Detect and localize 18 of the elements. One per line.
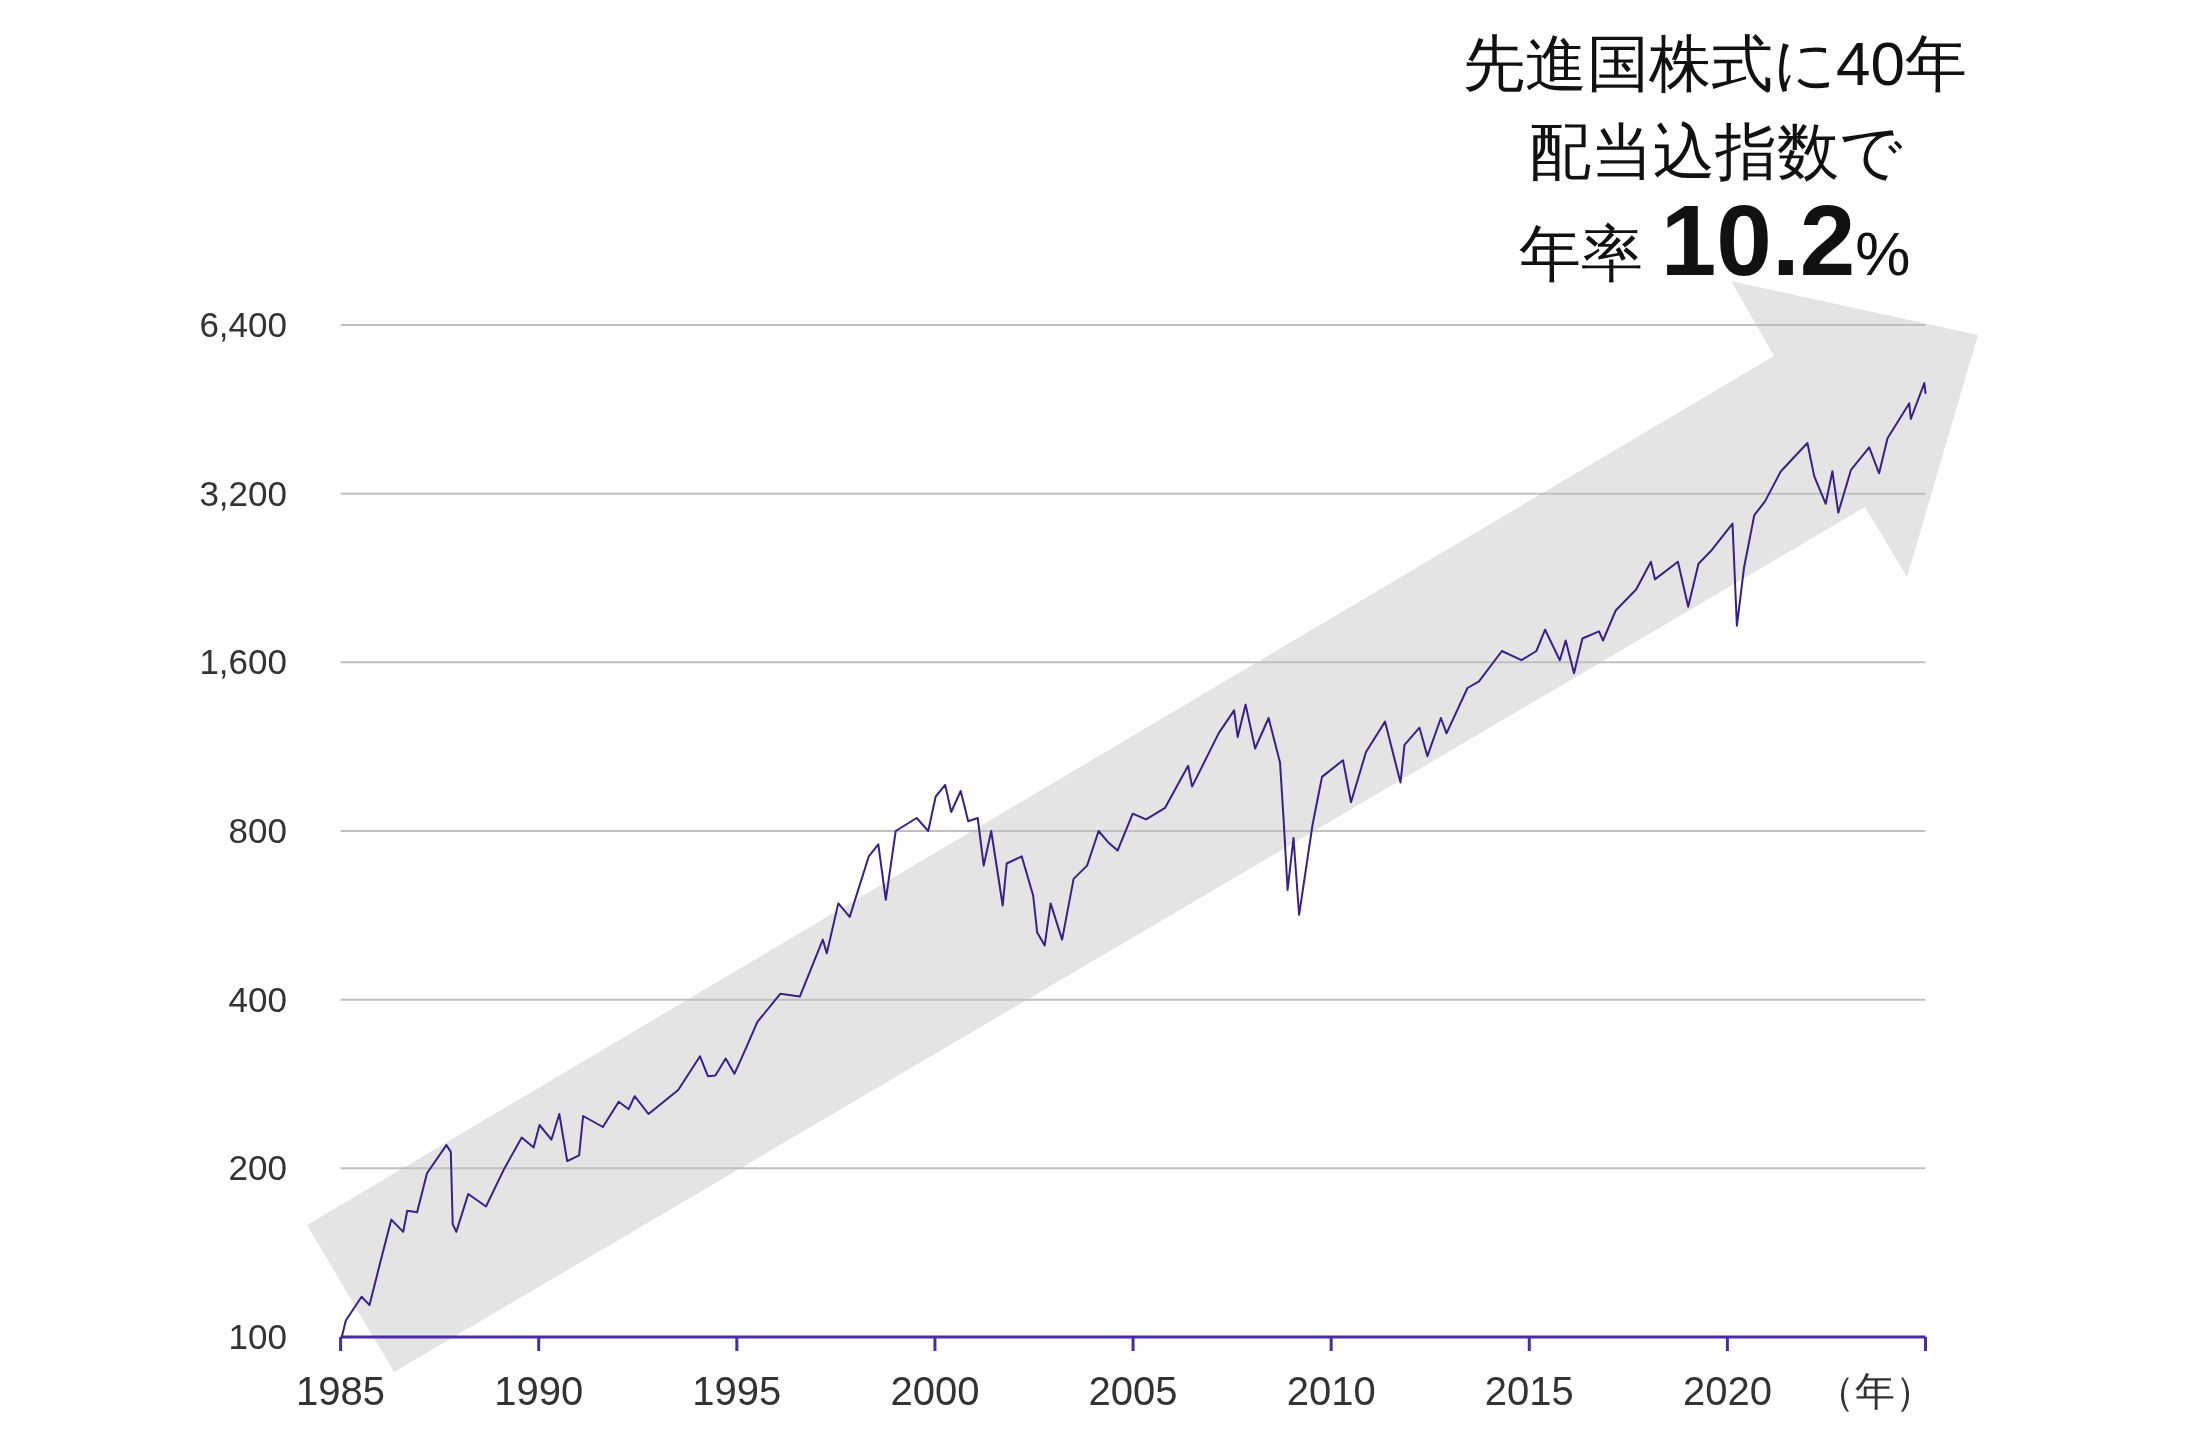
x-tick-label: 2010: [1286, 1369, 1376, 1413]
y-tick-label: 6,400: [199, 305, 287, 344]
chart-subtitle: 年率 10.2%: [1519, 184, 1911, 296]
y-tick-label: 200: [228, 1148, 287, 1188]
y-tick-label: 3,200: [199, 473, 287, 513]
x-tick-label: 2000: [890, 1369, 980, 1413]
y-tick-label: 100: [228, 1317, 287, 1356]
x-tick-label: 2005: [1088, 1369, 1178, 1413]
x-tick-label: 1985: [296, 1369, 386, 1413]
y-tick-label: 400: [228, 979, 287, 1019]
x-tick-label: 1990: [494, 1369, 584, 1413]
x-axis-title: （年）: [1815, 1369, 1935, 1413]
chart-title: 先進国株式に40年配当込指数で: [1463, 29, 1967, 186]
y-tick-label: 800: [228, 811, 287, 850]
y-tick-label: 1,600: [199, 642, 287, 682]
x-tick-label: 1995: [692, 1369, 782, 1413]
x-tick-label: 2020: [1682, 1369, 1772, 1413]
x-tick-label: 2015: [1484, 1369, 1574, 1413]
